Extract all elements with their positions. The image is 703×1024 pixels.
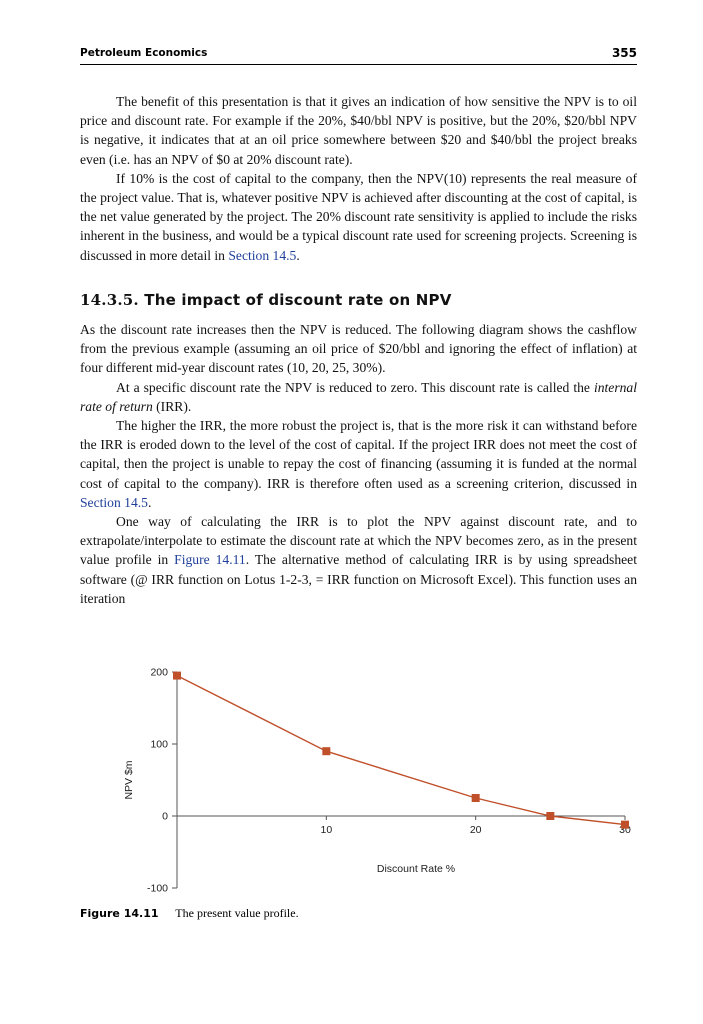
data-point <box>322 747 331 756</box>
x-tick-label: 20 <box>470 824 482 836</box>
figure-label: Figure 14.11 <box>80 907 159 920</box>
section-link[interactable]: Section 14.5 <box>228 247 297 263</box>
paragraph-4-text-a: At a specific discount rate the NPV is r… <box>116 379 594 395</box>
section-heading: 14.3.5. The impact of discount rate on N… <box>80 291 637 310</box>
paragraph-6: One way of calculating the IRR is to plo… <box>80 512 637 608</box>
paragraph-2: If 10% is the cost of capital to the com… <box>80 169 637 265</box>
y-tick-label: 0 <box>162 811 168 823</box>
y-tick-label: 200 <box>150 667 168 679</box>
data-point <box>546 812 555 820</box>
npv-series-line <box>176 674 626 826</box>
npv-chart-svg: 200 100 0 -100 10 20 30 Discount Rate % NPV $m <box>123 667 631 895</box>
running-title: Petroleum Economics <box>80 47 208 59</box>
figure-caption: Figure 14.11 The present value profile. <box>80 906 299 921</box>
body-text: The benefit of this presentation is that… <box>80 92 637 608</box>
paragraph-4: At a specific discount rate the NPV is r… <box>80 378 637 416</box>
paragraph-3: As the discount rate increases then the … <box>80 322 637 376</box>
x-axis-label: Discount Rate % <box>377 863 455 875</box>
chart-ticks: 200 100 0 -100 10 20 30 <box>147 667 631 895</box>
paragraph-6-text-b: . The alternative method of calculating … <box>80 552 637 606</box>
paragraph-6-text-a: One way of calculating the IRR is to plo… <box>80 514 637 568</box>
figure-link[interactable]: Figure 14.11 <box>174 552 246 568</box>
paragraph-5: The higher the IRR, the more robust the … <box>80 416 637 512</box>
chart-axes <box>176 672 625 888</box>
section-number: 14.3.5. <box>80 290 139 309</box>
x-tick-label: 30 <box>619 824 631 836</box>
y-axis-label: NPV $m <box>123 760 135 799</box>
data-point <box>621 820 629 829</box>
irr-term: internal rate of return <box>80 379 637 414</box>
page-number: 355 <box>611 46 637 60</box>
paragraph-5-text-b: . <box>147 494 152 510</box>
npv-markers <box>173 671 629 829</box>
y-tick-label: -100 <box>147 883 168 895</box>
running-header: Petroleum Economics 355 <box>80 46 637 65</box>
section-link-2[interactable]: Section 14.5 <box>80 494 148 510</box>
paragraph-2-text: If 10% is the cost of capital to the com… <box>80 170 637 263</box>
section-title: The impact of discount rate on NPV <box>144 290 452 309</box>
paragraph-5-text-a: The higher the IRR, the more robust the … <box>80 418 637 491</box>
paragraph-4-text-b: (IRR). <box>152 398 192 414</box>
figure-caption-text: The present value profile. <box>175 906 299 920</box>
npv-chart: 200 100 0 -100 10 20 30 Discount Rate % NPV $m <box>80 660 637 900</box>
data-point <box>471 794 480 802</box>
paragraph-2-end: . <box>296 247 300 263</box>
x-tick-label: 10 <box>320 824 332 836</box>
data-point <box>173 671 181 680</box>
paragraph-1: The benefit of this presentation is that… <box>80 94 637 167</box>
y-tick-label: 100 <box>150 739 168 751</box>
